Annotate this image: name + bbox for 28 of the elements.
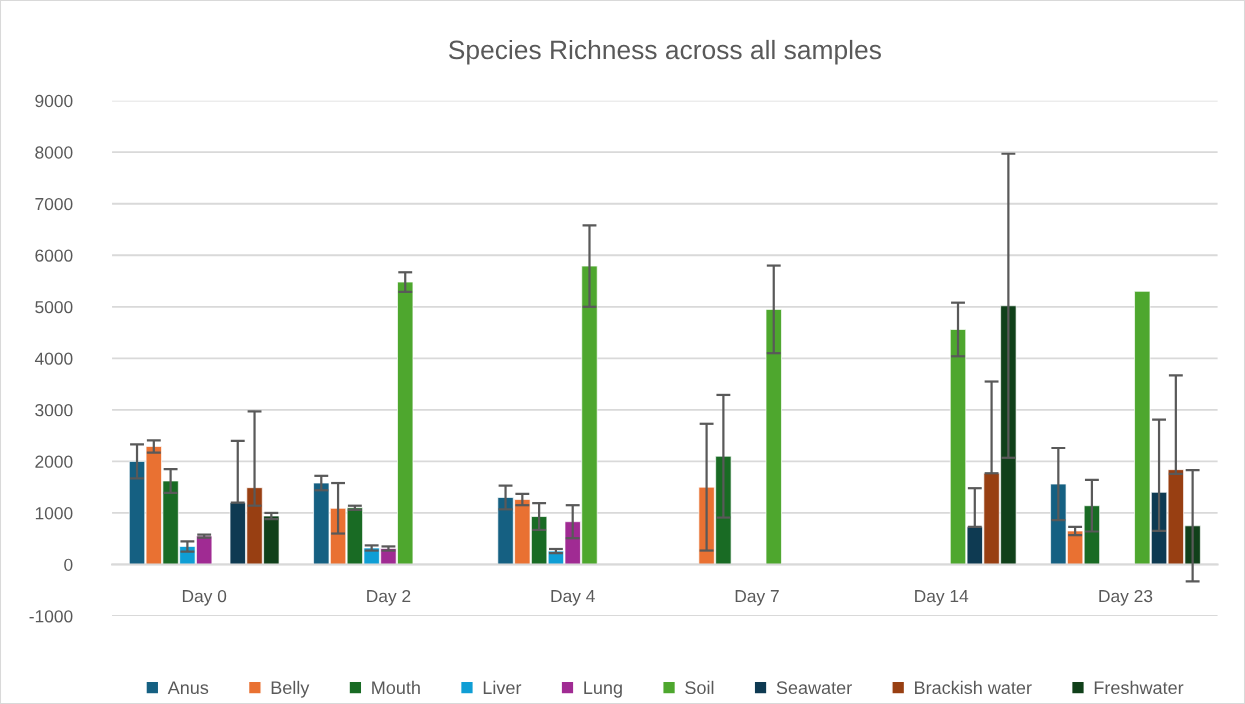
y-tick-label: 5000 [35,300,73,314]
bar [765,309,782,565]
y-tick-label: -1000 [29,610,73,623]
legend-label: Mouth [372,680,420,695]
y-tick-label: 4000 [34,352,73,365]
x-tick-label: Day 7 [735,590,779,606]
legend-label: Brackish water [915,680,1032,695]
legend-label: Liver [483,680,522,695]
y-tick-label: 8000 [35,146,73,159]
legend-label: Seawater [776,681,852,695]
legend-label: Freshwater [1094,680,1184,695]
y-tick-label: 9000 [35,94,73,108]
y-tick-label: 3000 [35,404,73,417]
y-tick-label: 7000 [35,197,73,211]
y-tick-label: 6000 [35,249,73,262]
legend-label: Anus [167,681,209,695]
x-tick-label: Day 14 [915,590,969,606]
y-tick-label: 2000 [35,455,73,468]
x-tick-label: Day 23 [1099,589,1153,606]
chart-title: Species Richness across all samples [448,39,881,65]
y-tick-label: 0 [64,558,73,571]
legend-label: Lung [584,681,622,698]
legend-label: Soil [685,680,714,695]
y-tick-label: 1000 [35,507,73,520]
legend-label: Belly [271,680,310,698]
x-tick-label: Day 2 [367,589,411,606]
x-tick-label: Day 4 [551,590,595,606]
x-tick-label: Day 0 [182,589,227,606]
